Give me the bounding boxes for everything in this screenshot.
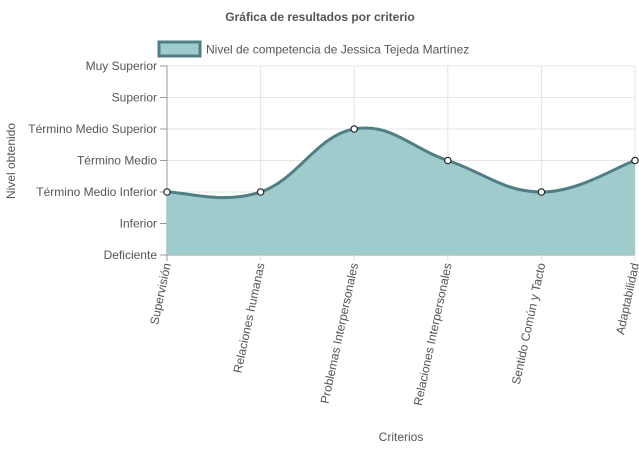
x-tick-label: Problemas Interpersonales	[318, 262, 362, 405]
x-axis-ticks: Supervisión Relaciones humanas Problemas I…	[147, 261, 639, 406]
data-point[interactable]	[537, 188, 546, 196]
data-point[interactable]	[631, 156, 639, 165]
y-axis-ticks: Deficiente Inferior Término Medio Inferior…	[28, 59, 157, 262]
series-points	[163, 125, 639, 196]
x-tick-label: Relaciones humanas	[231, 262, 268, 375]
x-axis-title: Criterios	[379, 430, 424, 444]
legend-swatch[interactable]	[157, 40, 202, 58]
data-point[interactable]	[443, 156, 452, 165]
x-tick-label: Supervisión	[147, 262, 174, 326]
legend[interactable]: Nivel de competencia de Jessica Tejeda M…	[157, 40, 469, 58]
y-tick-label: Término Medio Inferior	[36, 185, 157, 199]
x-tick-label: Relaciones Interpersonales	[411, 262, 455, 407]
y-tick-label: Superior	[112, 91, 157, 105]
y-tick-label: Inferior	[120, 217, 157, 231]
x-tick-label: Adaptabilidad	[613, 262, 639, 336]
data-point[interactable]	[163, 188, 171, 196]
x-tick-label: Sentido Común y Tacto	[509, 261, 549, 385]
chart-title: Gráfica de resultados por criterio	[225, 10, 414, 24]
series-area-fill	[167, 128, 635, 255]
y-tick-label: Término Medio Superior	[28, 122, 157, 136]
y-tick-label: Muy Superior	[86, 59, 157, 73]
y-axis-title: Nivel obtenido	[4, 123, 18, 199]
y-tick-label: Término Medio	[77, 154, 157, 168]
y-tick-label: Deficiente	[104, 248, 158, 262]
data-point[interactable]	[350, 125, 359, 133]
data-point[interactable]	[256, 188, 265, 196]
legend-label[interactable]: Nivel de competencia de Jessica Tejeda M…	[206, 43, 469, 57]
